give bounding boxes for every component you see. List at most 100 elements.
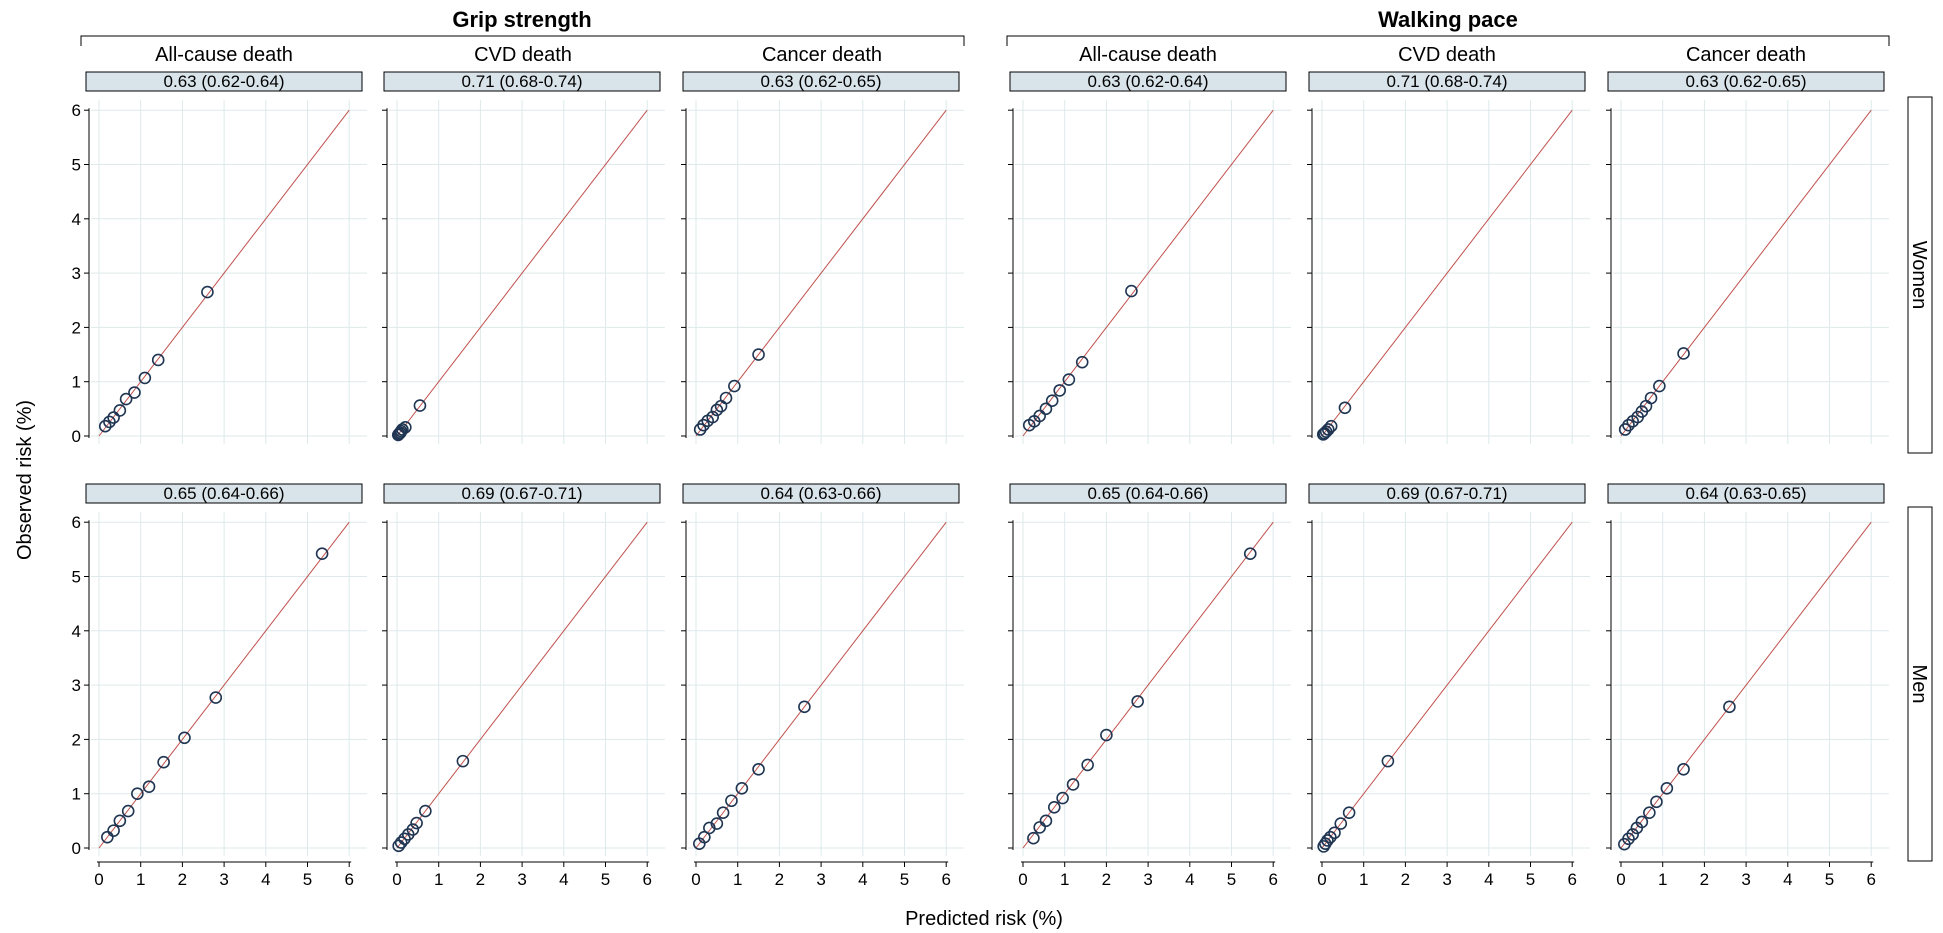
x-tick-label: 6 [642,870,651,889]
c-statistic-label: 0.63 (0.62-0.64) [164,72,285,91]
data-point [1056,791,1069,805]
data-point [798,700,811,714]
data-point [398,832,411,846]
y-tick-label: 6 [72,101,81,120]
y-tick-label: 1 [72,785,81,804]
data-point [178,731,191,745]
panel-women-1: 0.71 (0.68-0.74) [382,71,665,444]
c-statistic-strip [1009,483,1287,504]
data-point [1039,814,1053,828]
data-point [1033,409,1046,423]
identity-line [1321,521,1573,849]
column-title: Cancer death [762,44,882,66]
data-point [710,817,724,830]
data-point [1066,778,1080,791]
x-tick-label: 2 [1102,870,1111,889]
c-statistic-strip [1009,71,1287,92]
identity-line [396,521,648,849]
x-tick-label: 4 [1783,870,1792,889]
y-axis-label: Observed risk (%) [14,400,36,560]
data-point [103,415,116,429]
data-point [1338,401,1352,415]
panel-men-3: 0.65 (0.64-0.66) 0 1 2 3 4 5 6 [1008,483,1291,889]
data-point [406,823,420,836]
data-point [1324,419,1338,433]
y-tick-label: 0 [72,839,81,858]
x-tick-label: 3 [816,870,825,889]
x-tick-label: 5 [1825,870,1834,889]
x-tick-label: 0 [392,870,401,889]
x-tick-label: 6 [344,870,353,889]
data-point [1321,423,1335,436]
data-point [1643,806,1656,820]
data-point [1635,815,1649,829]
x-tick-label: 1 [1060,870,1069,889]
column-title: CVD death [1398,44,1496,66]
data-point [119,392,133,406]
group-header-walking: Walking pace [1006,7,1890,46]
data-point [107,824,120,837]
x-tick-label: 4 [1185,870,1194,889]
data-point [113,404,127,417]
data-point [1626,828,1639,841]
x-tick-label: 4 [1484,870,1493,889]
data-point [752,762,765,776]
x-tick-label: 6 [1268,870,1277,889]
panels: 0.63 (0.62-0.64) 0 1 2 3 4 5 6 0.71 (0.68-0.74) 0… [72,71,1889,889]
c-statistic-strip [383,71,661,92]
y-tick-label: 0 [72,427,81,446]
c-statistic-strip [383,483,661,504]
c-statistic-label: 0.65 (0.64-0.66) [164,484,285,503]
c-statistic-strip [85,71,363,92]
c-statistic-label: 0.65 (0.64-0.66) [1088,484,1209,503]
x-tick-label: 4 [261,870,270,889]
panel-women-2: 0.63 (0.62-0.65) [681,71,964,444]
row-label-men: Men [1908,665,1930,704]
c-statistic-strip [682,483,960,504]
data-point [131,787,144,801]
row-label-women: Women [1908,241,1930,310]
data-point [413,399,427,412]
data-point [1677,347,1690,360]
data-point [1723,700,1736,714]
row-strip-women: Women [1907,96,1933,454]
y-tick-label: 1 [72,373,81,392]
x-tick-label: 3 [219,870,228,889]
x-tick-label: 4 [858,870,867,889]
y-tick-label: 5 [72,568,81,587]
group-title-walking-pace: Walking pace [1378,7,1518,32]
data-point [201,285,214,299]
data-point [1033,821,1046,834]
identity-line [1022,109,1274,437]
x-tick-label: 1 [1359,870,1368,889]
data-point [752,348,765,361]
x-tick-label: 6 [1866,870,1875,889]
panel-women-0: 0.63 (0.62-0.64) 0 1 2 3 4 5 6 [72,71,367,446]
data-point [1100,728,1113,742]
c-statistic-label: 0.69 (0.67-0.71) [462,484,583,503]
x-tick-label: 2 [775,870,784,889]
c-statistic-label: 0.63 (0.62-0.65) [761,72,882,91]
group-header-grip: Grip strength [80,7,965,46]
x-tick-label: 3 [1442,870,1451,889]
data-point [1650,795,1663,809]
data-point [1062,373,1076,386]
x-tick-label: 3 [1143,870,1152,889]
c-statistic-strip [1607,71,1885,92]
y-tick-label: 6 [72,513,81,532]
panel-men-0: 0.65 (0.64-0.66) 0 1 2 3 4 5 6 0 1 2 3 4 5 6 [72,483,367,889]
data-point [1131,695,1144,708]
data-point [1324,830,1337,844]
data-point [1318,426,1331,440]
data-point [157,755,170,769]
data-point [1125,284,1138,298]
data-point [706,410,719,424]
column-title: Cancer death [1686,44,1806,66]
data-point [113,814,127,828]
data-point [1653,379,1666,393]
c-statistic-label: 0.71 (0.68-0.74) [462,72,583,91]
identity-line [396,109,648,437]
data-point [151,353,165,367]
x-tick-label: 3 [517,870,526,889]
data-point [1328,826,1341,840]
